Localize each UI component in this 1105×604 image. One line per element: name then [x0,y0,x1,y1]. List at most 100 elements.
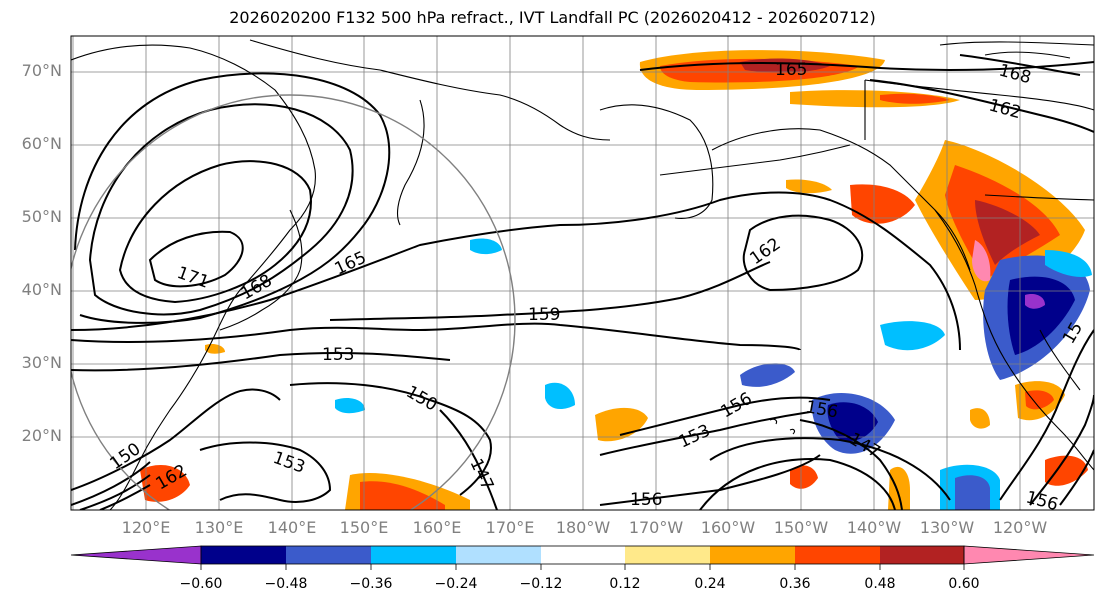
shade-pnw-pink [972,240,991,282]
contour-label: 156 [630,490,662,510]
longitude-label: 180°W [555,518,611,537]
coast-alaska [599,104,971,271]
contour-171 [148,230,244,288]
coast-hawaii [769,418,795,435]
shade-central-negative-small [740,363,795,387]
longitude-label: 170°E [485,518,535,537]
contour-label-layer: 165 168 162 162 171 168 165 159 153 150 … [106,60,1087,510]
colorbar-tick-label: −0.24 [434,576,478,592]
colorbar-segment [625,546,710,564]
colorbar-segment [795,546,880,564]
graticule [71,36,1094,510]
contour-label: 165 [775,60,807,80]
contour-159-mid [329,261,771,321]
colorbar-high-extension [963,545,1095,565]
shade-subtropical-positive-core [1025,390,1054,410]
contour-153 [71,351,451,372]
contour-150-sw [71,388,281,491]
longitude-label: 130°W [919,518,975,537]
contour-156-upper [71,322,801,351]
longitude-label: 150°W [773,518,829,537]
colorbar-segment [710,546,795,564]
coast-arctic [939,41,1094,59]
shade-ca-negative-light [1045,250,1092,277]
colorbar [70,545,1095,570]
latitude-label: 30°N [21,353,62,372]
shade-south-positive-core [360,481,445,510]
shaded-field-layer [140,50,1092,510]
coast-aleutians [659,144,851,176]
contour-label: 156 [804,397,839,422]
colorbar-frame [200,545,965,565]
longitude-label: 120°W [992,518,1048,537]
colorbar-tick-label: −0.36 [349,576,393,592]
coast-baja [1039,329,1081,391]
shade-gulf-positive-core [880,93,950,104]
contour-label: 162 [987,96,1024,124]
latitude-label: 20°N [21,426,62,445]
shade-hawaii-positive [790,465,818,489]
contour-label: 150 [403,382,441,416]
contour-162-ne [869,79,1094,133]
longitude-label: 140°E [267,518,317,537]
contour-153-sw [199,441,332,503]
longitude-label: 140°W [846,518,902,537]
latitude-label: 50°N [21,207,62,226]
colorbar-segment [541,546,625,564]
shade-aleutian-small [786,179,832,194]
contour-159 [71,191,961,351]
coast-asia [71,44,316,510]
contour-156-sub [619,396,831,436]
colorbar-tick-label: −0.48 [264,576,308,592]
border-canada-us [864,80,1094,201]
colorbar-tick-label: 0.48 [864,576,896,592]
coast-russia-north [249,39,611,141]
shade-tropic-positive [888,466,910,510]
colorbar-tick-label: 0.60 [948,576,980,592]
colorbar-tick-label: 0.24 [694,576,726,592]
shade-ca-negative-violet [1025,294,1045,309]
contour-165-ne [639,61,1094,71]
longitude-label: 150°E [339,518,389,537]
contour-outer-sub [709,437,951,501]
shade-ca-negative-core [1007,276,1075,355]
reference-circle [71,94,516,510]
colorbar-tick-label: −0.60 [179,576,223,592]
colorbar-segment [286,546,371,564]
map-frame [70,35,1095,511]
longitude-label: 160°E [412,518,462,537]
contour-label: 153 [322,345,354,365]
shade-pacific-negative [335,398,365,414]
contour-162-west [74,72,391,324]
contour-east-nested [999,329,1094,506]
latitude-label: 40°N [21,280,62,299]
latitude-label: 60°N [21,134,62,153]
colorbar-tick-label: 0.12 [609,576,641,592]
colorbar-segment [880,546,964,564]
contour-label: 153 [676,421,714,453]
contours [71,54,1094,510]
contour-label: 159 [528,305,560,325]
contour-circle-sw [699,458,896,510]
contour-165-west [88,103,354,316]
contour-label: 153 [270,448,307,478]
shade-pacific-negative-2 [545,382,575,410]
colorbar-low-extension [70,545,202,565]
shade-pnw-high [975,200,1040,265]
contour-label: 171 [174,263,211,293]
contour-150 [289,382,492,496]
shade-hawaii-negative-core [827,402,878,442]
contour-label: 156 [718,389,756,423]
contour-label: 147 [465,456,497,494]
longitude-label: 170°W [628,518,684,537]
longitude-label: 120°E [121,518,171,537]
shade-east-negative-core [955,475,990,510]
contour-147 [439,409,498,510]
coastlines [71,39,1094,510]
contour-153-sub [599,411,811,456]
contour-147-hawaii [799,419,903,510]
colorbar-segment [201,546,286,564]
longitude-label: 160°W [700,518,756,537]
shade-arctic-high [740,58,830,73]
